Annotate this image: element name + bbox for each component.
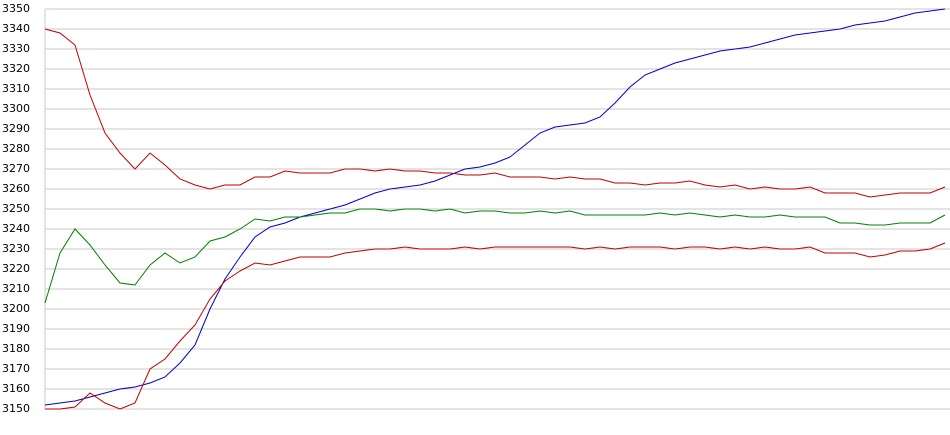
y-tick-label: 3210 — [2, 282, 30, 295]
y-tick-label: 3220 — [2, 262, 30, 275]
line-series — [44, 28, 946, 198]
y-tick-label: 3240 — [2, 222, 30, 235]
y-tick-label: 3330 — [2, 42, 30, 55]
y-tick-label: 3180 — [2, 342, 30, 355]
y-tick-label: 3290 — [2, 122, 30, 135]
y-tick-label: 3150 — [2, 402, 30, 415]
y-tick-label: 3170 — [2, 362, 30, 375]
y-tick-label: 3190 — [2, 322, 30, 335]
y-tick-label: 3340 — [2, 22, 30, 35]
y-tick-label: 3270 — [2, 162, 30, 175]
line-series — [44, 208, 946, 304]
y-tick-label: 3300 — [2, 102, 30, 115]
y-tick-label: 3320 — [2, 62, 30, 75]
y-tick-label: 3350 — [2, 2, 30, 15]
y-tick-label: 3160 — [2, 382, 30, 395]
y-tick-label: 3260 — [2, 182, 30, 195]
y-tick-label: 3310 — [2, 82, 30, 95]
line-series — [44, 8, 946, 406]
y-tick-label: 3230 — [2, 242, 30, 255]
line-series — [45, 242, 946, 410]
y-tick-label: 3200 — [2, 302, 30, 315]
y-tick-label: 3280 — [2, 142, 30, 155]
y-tick-label: 3250 — [2, 202, 30, 215]
